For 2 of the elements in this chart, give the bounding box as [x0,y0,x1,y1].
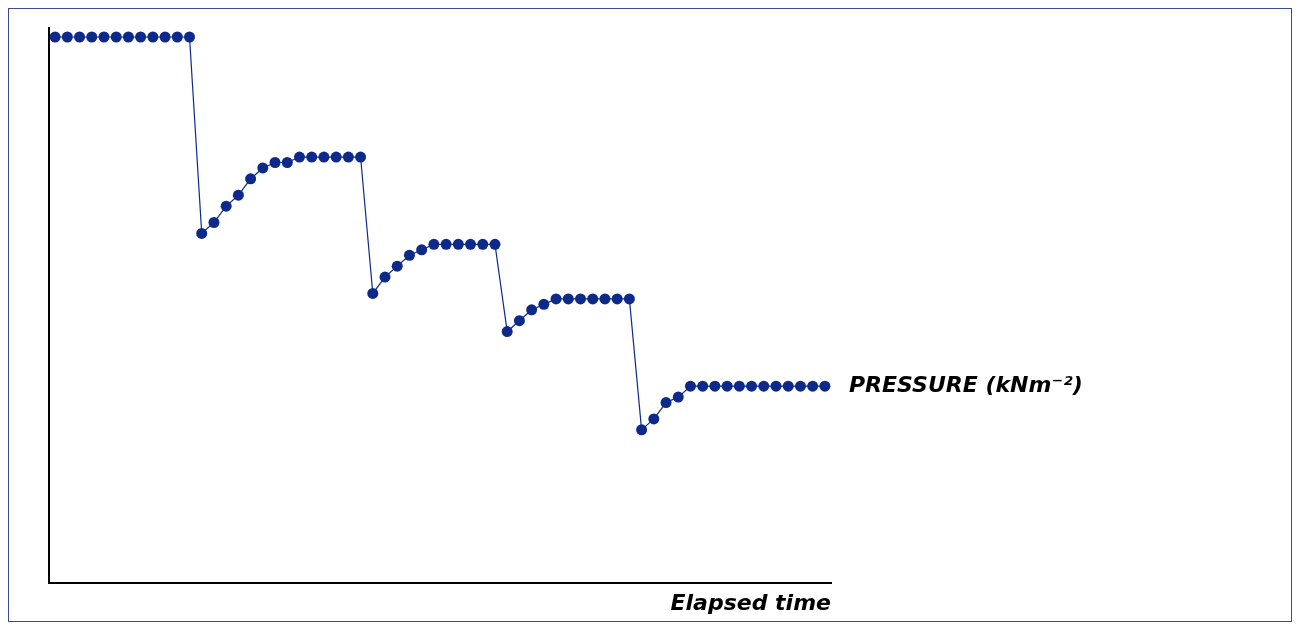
x-axis-title: Elapsed time [670,589,832,615]
series-label: PRESSURE (kNm⁻²) [848,371,1083,397]
